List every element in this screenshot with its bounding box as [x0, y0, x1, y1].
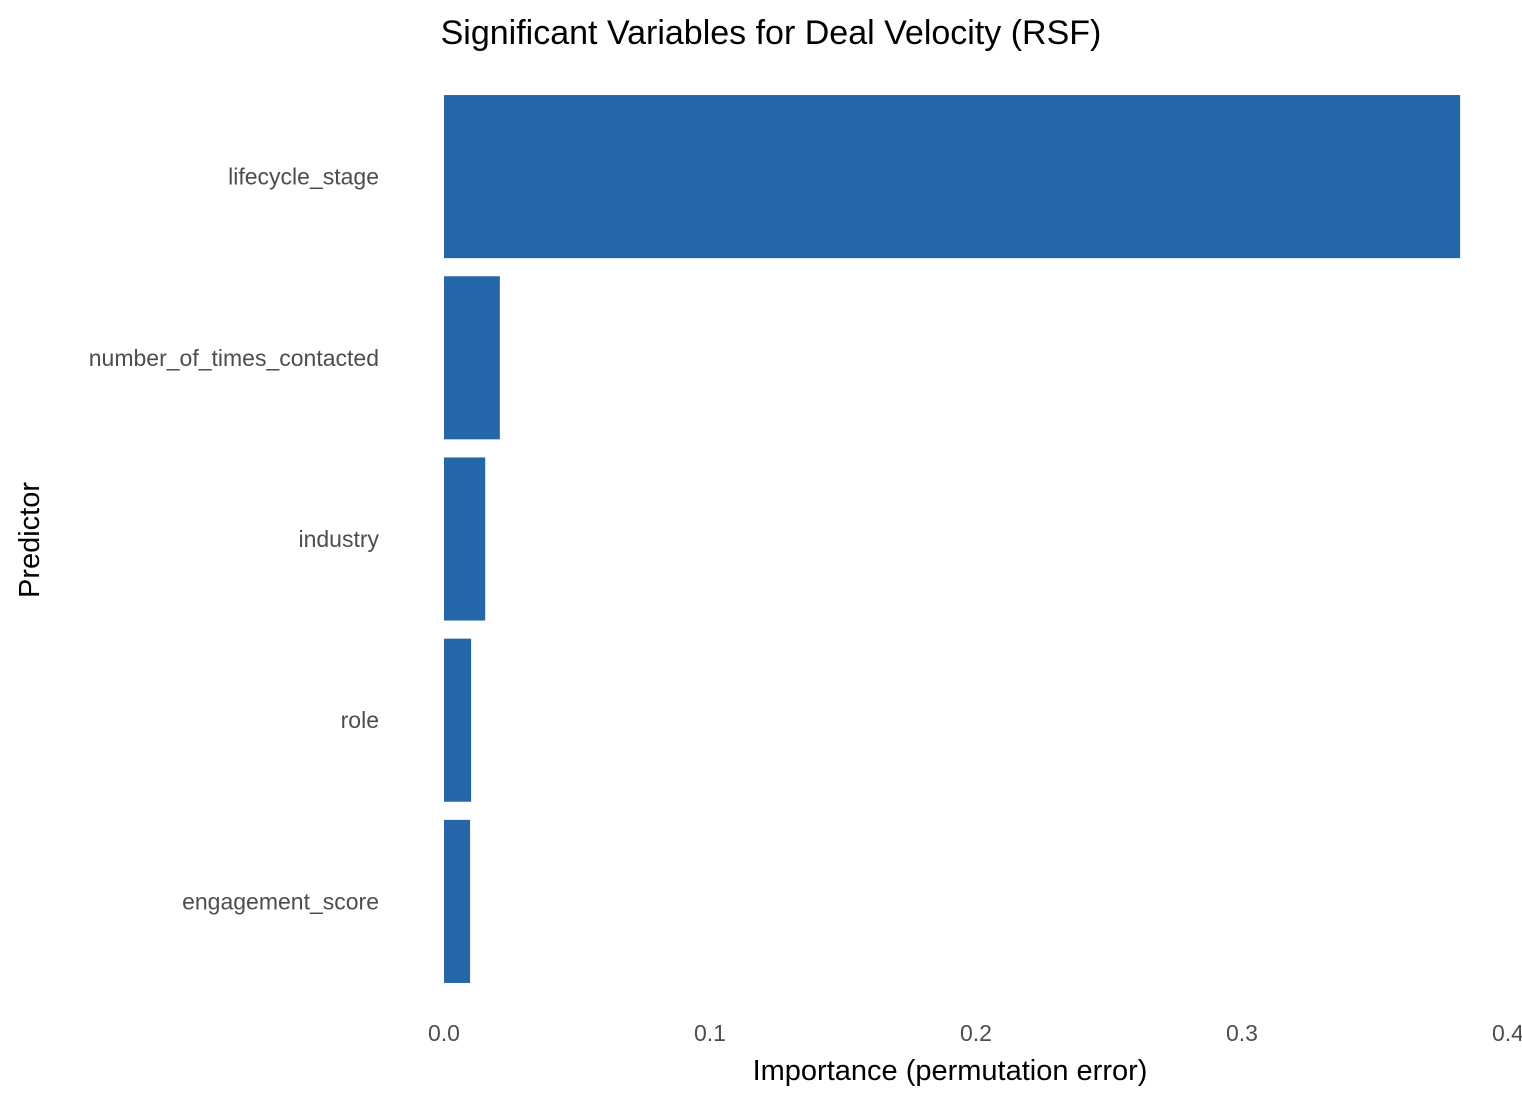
x-tick-labels: 0.0 0.1 0.2 0.3 0.4 [428, 1020, 1522, 1046]
y-axis-label: Predictor [14, 482, 46, 598]
y-tick-label: engagement_score [182, 888, 379, 914]
y-tick-labels: lifecycle_stage number_of_times_contacted… [89, 164, 380, 915]
bars-group [444, 95, 1461, 983]
chart-title: Significant Variables for Deal Velocity … [441, 14, 1102, 52]
x-tick-label: 0.4 [1492, 1020, 1522, 1046]
x-tick-label: 0.1 [694, 1020, 726, 1046]
bar-number-of-times-contacted [444, 276, 500, 440]
y-tick-label: role [341, 707, 379, 733]
y-tick-label: lifecycle_stage [228, 164, 379, 190]
bar-industry [444, 457, 486, 621]
y-tick-label: industry [298, 526, 379, 552]
bar-lifecycle-stage [444, 95, 1461, 259]
bar-engagement-score [444, 819, 471, 983]
bar-role [444, 638, 472, 802]
x-tick-label: 0.0 [428, 1020, 460, 1046]
x-tick-label: 0.3 [1226, 1020, 1258, 1046]
y-tick-label: number_of_times_contacted [89, 345, 379, 371]
x-axis-label: Importance (permutation error) [753, 1055, 1148, 1087]
x-tick-label: 0.2 [960, 1020, 992, 1046]
